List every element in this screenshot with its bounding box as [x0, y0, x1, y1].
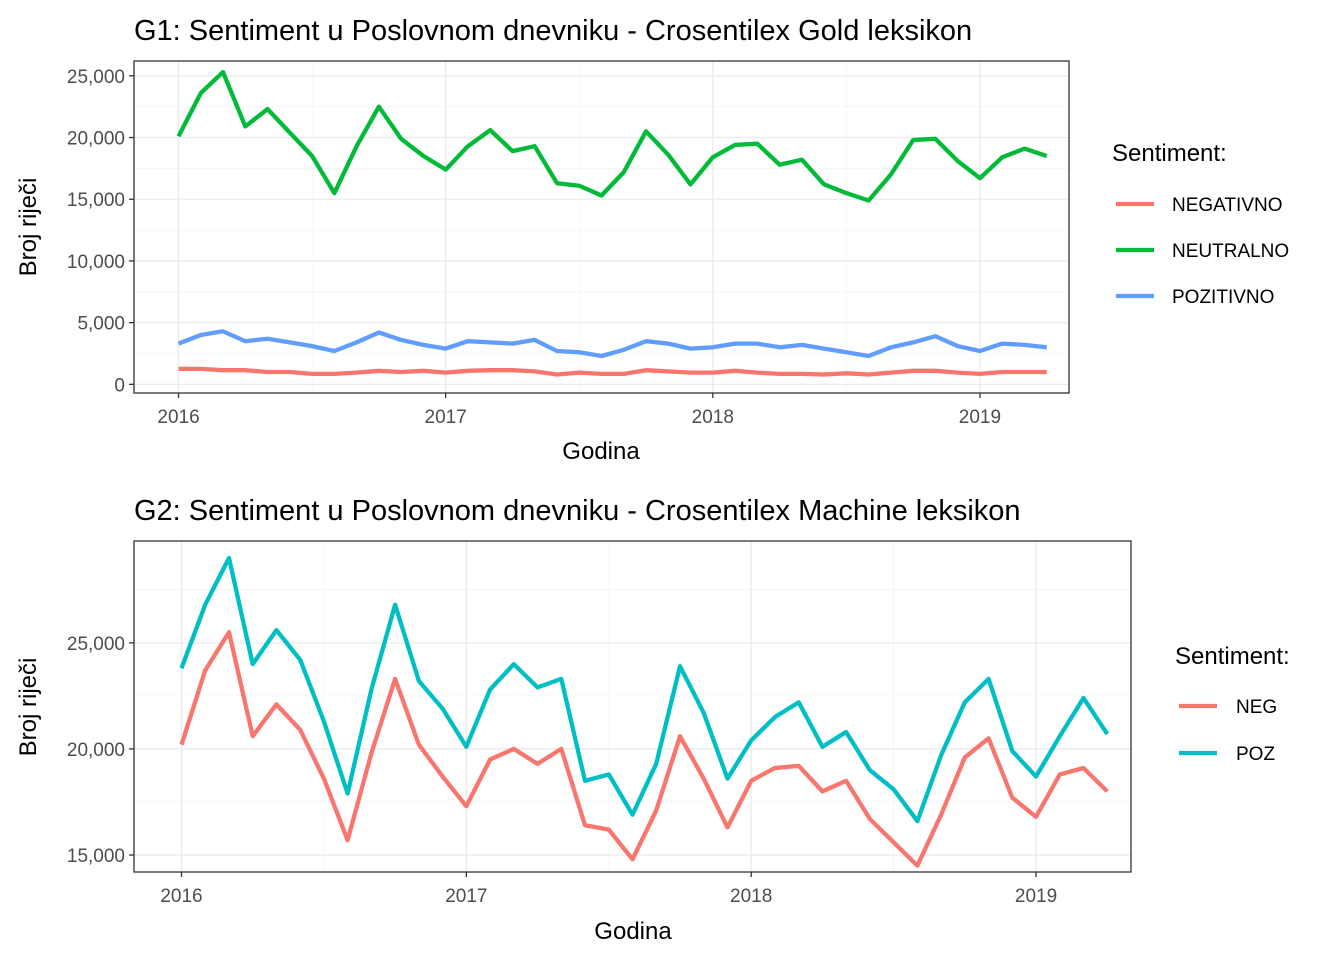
y-tick-label: 25,000: [67, 634, 125, 655]
legend-item-neg: NEG: [1179, 697, 1277, 718]
chart-title: G1: Sentiment u Poslovnom dnevniku - Cro…: [134, 15, 972, 47]
x-tick-label: 2017: [445, 886, 487, 907]
plot-panel: [133, 540, 1132, 873]
y-axis: 15,000 20,000 25,000: [67, 634, 134, 867]
legend-label: NEUTRALNO: [1172, 241, 1289, 262]
legend-items: NEGATIVNO NEUTRALNO POZITIVNO: [1116, 195, 1289, 308]
y-axis-title: Broj riječi: [15, 658, 42, 757]
x-axis-title: Godina: [594, 918, 672, 945]
legend-label: NEGATIVNO: [1172, 195, 1283, 216]
legend-item-poz: POZ: [1179, 744, 1275, 765]
x-tick-label: 2017: [425, 407, 467, 428]
series-layer: [176, 69, 1048, 377]
legend: Sentiment: NEGATIVNO NEUTRALNO POZITIVNO: [1112, 140, 1289, 308]
y-axis: 0 5,000 10,000 15,000 20,000 25,000: [67, 67, 134, 396]
legend-title: Sentiment:: [1112, 140, 1227, 167]
series-layer: [179, 555, 1110, 868]
series-line-poz: [179, 555, 1110, 824]
x-tick-label: 2016: [160, 886, 202, 907]
y-tick-label: 20,000: [67, 740, 125, 761]
series-line-neg: [179, 630, 1109, 868]
legend-item-neutralno: NEUTRALNO: [1116, 241, 1289, 262]
series-line-negativno: [178, 366, 1047, 377]
y-tick-label: 15,000: [67, 846, 125, 867]
plot-panel: [133, 60, 1070, 394]
y-tick-label: 10,000: [67, 252, 125, 273]
x-tick-label: 2016: [157, 407, 199, 428]
series-line-neutralno: [176, 69, 1048, 203]
grid: [134, 61, 1069, 393]
x-tick-label: 2018: [692, 407, 734, 428]
legend-label: NEG: [1236, 697, 1277, 718]
x-axis: 2016 2017 2018 2019: [160, 872, 1057, 907]
chart-g2: G2: Sentiment u Poslovnom dnevniku - Cro…: [15, 495, 1290, 945]
legend-label: POZITIVNO: [1172, 287, 1274, 308]
legend-item-negativno: NEGATIVNO: [1116, 195, 1283, 216]
x-axis: 2016 2017 2018 2019: [157, 393, 1001, 428]
x-tick-label: 2019: [1015, 886, 1057, 907]
legend-title: Sentiment:: [1175, 643, 1290, 670]
chart-g1: G1: Sentiment u Poslovnom dnevniku - Cro…: [15, 15, 1289, 465]
legend-items: NEG POZ: [1179, 697, 1277, 765]
y-tick-label: 25,000: [67, 67, 125, 88]
series-line-pozitivno: [177, 329, 1047, 359]
chart-title: G2: Sentiment u Poslovnom dnevniku - Cro…: [134, 495, 1021, 527]
grid: [134, 541, 1131, 872]
y-tick-label: 15,000: [67, 190, 125, 211]
y-axis-title: Broj riječi: [15, 178, 42, 277]
y-tick-label: 0: [114, 375, 125, 396]
legend: Sentiment: NEG POZ: [1175, 643, 1290, 765]
x-tick-label: 2019: [959, 407, 1001, 428]
legend-item-pozitivno: POZITIVNO: [1116, 287, 1274, 308]
x-tick-label: 2018: [730, 886, 772, 907]
y-tick-label: 5,000: [77, 314, 125, 335]
legend-label: POZ: [1236, 744, 1275, 765]
x-axis-title: Godina: [562, 438, 640, 465]
y-tick-label: 20,000: [67, 129, 125, 150]
